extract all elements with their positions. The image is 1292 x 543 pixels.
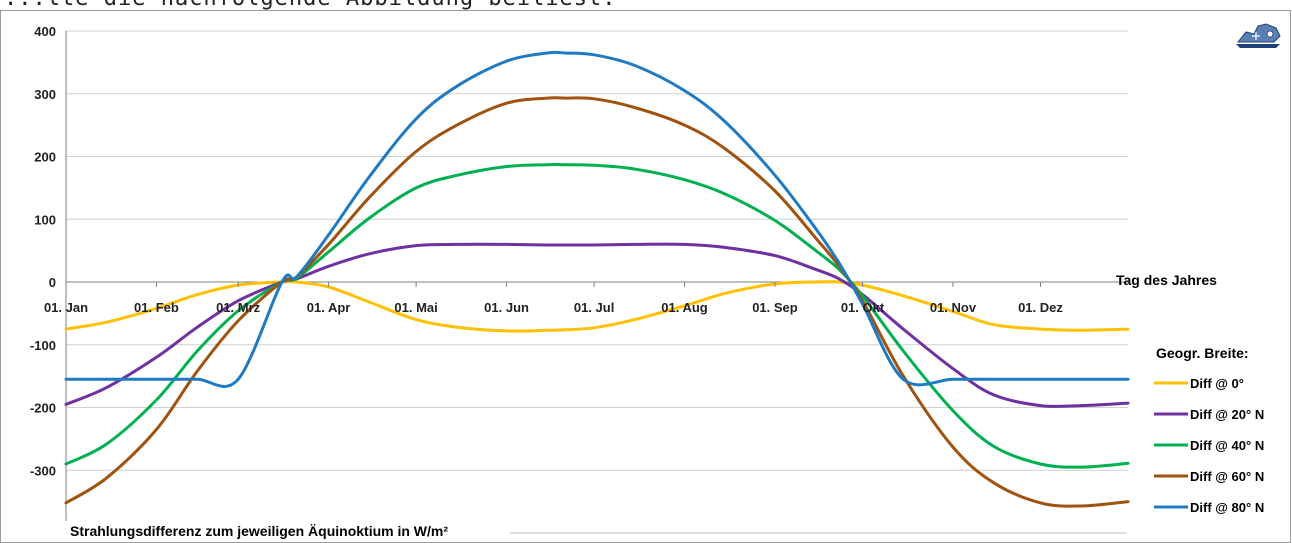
page-caption: ...lte die nachfolgende Abbildung beilie… [4, 0, 617, 11]
series-line [64, 50, 1130, 388]
legend-entry-label: Diff @ 40° N [1190, 438, 1264, 453]
y-axis-title-group: Strahlungsdifferenz zum jeweiligen Äquin… [64, 521, 1127, 541]
x-axis-title: Tag des Jahres [1116, 272, 1217, 288]
y-tick-label: 400 [34, 24, 56, 39]
y-tick-label: 200 [34, 150, 56, 165]
y-tick-label: 100 [34, 212, 56, 227]
x-tick-label: 01. Apr [307, 300, 351, 315]
x-tick-label: 01. Sep [752, 300, 798, 315]
y-tick-label: 300 [34, 87, 56, 102]
legend-entry-label: Diff @ 0° [1190, 376, 1244, 391]
x-tick-label: 01. Aug [661, 300, 708, 315]
legend-entry-label: Diff @ 80° N [1190, 500, 1264, 515]
series-line [64, 162, 1130, 469]
y-tick-label: -100 [30, 338, 56, 353]
series-line [64, 96, 1130, 508]
x-tick-label: 01. Jun [484, 300, 529, 315]
y-tick-label: 0 [49, 275, 56, 290]
y-tick-label: -200 [30, 401, 56, 416]
x-tick-label: 01. Mai [394, 300, 437, 315]
legend-title: Geogr. Breite: [1156, 345, 1249, 361]
x-tick-label: 01. Okt [841, 300, 885, 315]
x-tick-label: 01. Dez [1018, 300, 1063, 315]
y-tick-label: -300 [30, 463, 56, 478]
chart-border [0, 10, 1291, 543]
x-tick-label: 01. Jul [574, 300, 614, 315]
series-line [64, 280, 1130, 333]
legend-entry-label: Diff @ 60° N [1190, 469, 1264, 484]
series-line [64, 242, 1130, 408]
x-tick-label: 01. Jan [44, 300, 88, 315]
y-tick-labels: 400 300 200 100 0 -100 -200 -300 [30, 24, 56, 478]
gridlines [65, 30, 1128, 533]
y-axis-title: Strahlungsdifferenz zum jeweiligen Äquin… [70, 523, 448, 539]
y-axis-title-background [64, 521, 510, 541]
ship-logo-icon [1236, 23, 1281, 48]
x-tick-label: 01. Mrz [216, 300, 261, 315]
x-tick-label: 01. Feb [134, 300, 179, 315]
legend-entry-label: Diff @ 20° N [1190, 407, 1264, 422]
x-tick-label: 01. Nov [930, 300, 977, 315]
series-lines [64, 50, 1130, 508]
x-tick-labels: 01. Jan 01. Feb 01. Mrz 01. Apr 01. Mai 01. J… [44, 282, 1063, 315]
legend: Geogr. Breite: Diff @ 0° Diff @ 20° N Diff… [1154, 345, 1264, 515]
